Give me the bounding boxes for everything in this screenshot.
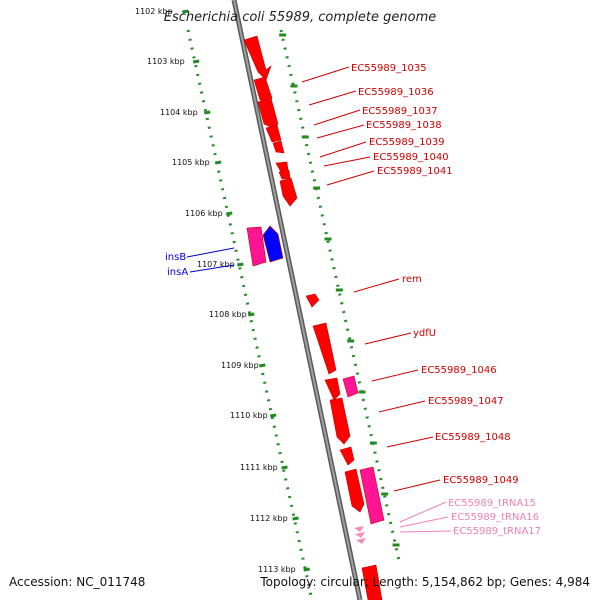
tick-mark — [247, 312, 255, 317]
label-leader-line — [313, 109, 361, 126]
gene-arrow-ydfU — [312, 322, 337, 375]
gene-arrow-1049b — [359, 466, 385, 525]
gene-label: EC55989_tRNA15 — [448, 498, 536, 509]
label-leader-line — [386, 436, 434, 448]
tick-label: 1103 kbp — [147, 57, 185, 66]
gene-label: EC55989_1049 — [443, 475, 519, 486]
gene-label: EC55989_1048 — [435, 432, 511, 443]
accession-text: Accession: NC_011748 — [9, 575, 146, 589]
tick-label: 1109 kbp — [221, 361, 259, 370]
genome-summary-text: Topology: circular; Length: 5,154,862 bp… — [260, 575, 590, 589]
tick-label: 1110 kbp — [230, 411, 268, 420]
trna-marker — [356, 538, 366, 544]
tick-mark — [204, 110, 211, 115]
tick-mark — [281, 465, 288, 470]
gene-label: EC55989_tRNA16 — [451, 512, 539, 523]
gene-label: EC55989_tRNA17 — [453, 526, 541, 537]
label-leader-line — [301, 66, 350, 83]
label-leader-line — [378, 400, 426, 413]
right-dotted-guide — [279, 29, 402, 566]
genome-title: Escherichia coli 55989, complete genome — [163, 10, 437, 25]
label-leader-line — [186, 247, 235, 258]
tick-mark — [192, 59, 200, 64]
gene-arrow-1049a — [344, 468, 365, 513]
gene-arrow-1046 — [342, 375, 359, 398]
gene-labels: EC55989_1035 EC55989_1036 EC55989_1037 EC55… — [165, 63, 541, 537]
label-leader-line — [189, 264, 235, 273]
gene-label: EC55989_1040 — [373, 152, 449, 163]
tick-mark — [303, 567, 310, 572]
gene-label: EC55989_1038 — [366, 120, 442, 131]
gene-label: rem — [402, 274, 422, 285]
label-leader-line — [353, 278, 400, 293]
label-leader-line — [399, 530, 452, 533]
label-leader-line — [308, 90, 357, 106]
tick-label: 1106 kbp — [185, 209, 223, 218]
tick-marks: 1102 kbp 1103 kbp 1104 kbp 1105 kbp 1106 kbp… — [135, 7, 400, 574]
tick-label: 1108 kbp — [209, 310, 247, 319]
gene-arrow-rem — [305, 293, 320, 308]
tick-mark — [269, 413, 277, 418]
tick-label: 1104 kbp — [160, 108, 198, 117]
gene-arrow-1045 — [324, 377, 341, 401]
gene-label: EC55989_1036 — [358, 87, 434, 98]
tick-label: 1102 kbp — [135, 7, 173, 16]
label-leaders — [186, 66, 452, 533]
label-leader-line — [323, 156, 371, 167]
tick-label: 1112 kbp — [250, 514, 288, 523]
label-leader-line — [399, 501, 447, 523]
label-leader-line — [364, 332, 412, 345]
label-leader-line — [316, 124, 365, 139]
gene-arrow-insB — [246, 226, 267, 267]
gene-label: EC55989_1037 — [362, 106, 438, 117]
label-leader-line — [393, 479, 441, 492]
gene-arrow-1047 — [329, 397, 351, 445]
tick-label: 1107 kbp — [197, 260, 235, 269]
gene-label: EC55989_1039 — [369, 137, 445, 148]
label-leader-line — [399, 516, 449, 528]
trna-marker — [354, 526, 364, 532]
gene-label: insA — [167, 267, 188, 278]
gene-arrow-1048 — [339, 446, 355, 466]
gene-label: EC55989_1035 — [351, 63, 427, 74]
label-leader-line — [371, 369, 419, 382]
label-leader-line — [319, 141, 367, 158]
tick-mark — [182, 9, 189, 14]
trna-marker — [355, 532, 365, 538]
gene-arrow-tail — [361, 564, 383, 600]
gene-arrow-insA — [262, 225, 284, 263]
label-leader-line — [326, 170, 375, 186]
tick-mark — [214, 160, 222, 165]
gene-label: EC55989_1041 — [377, 166, 453, 177]
gene-label: EC55989_1046 — [421, 365, 497, 376]
tick-mark — [259, 363, 266, 368]
left-dotted-guide — [186, 29, 314, 600]
genome-backbone — [233, 0, 361, 600]
gene-arrow-1038 — [265, 124, 282, 143]
gene-label: EC55989_1047 — [428, 396, 504, 407]
gene-label: insB — [165, 252, 186, 263]
tick-label: 1113 kbp — [258, 565, 296, 574]
tick-label: 1111 kbp — [240, 463, 278, 472]
tick-label: 1105 kbp — [172, 158, 210, 167]
gene-features — [243, 35, 385, 600]
gene-arrow-1035 — [243, 35, 272, 81]
gene-arrow-1042 — [279, 177, 298, 207]
gene-label: ydfU — [413, 328, 436, 339]
gene-arrow-1039 — [272, 140, 285, 154]
tick-mark — [292, 516, 299, 521]
tick-mark — [225, 211, 233, 216]
tick-mark — [237, 262, 244, 267]
